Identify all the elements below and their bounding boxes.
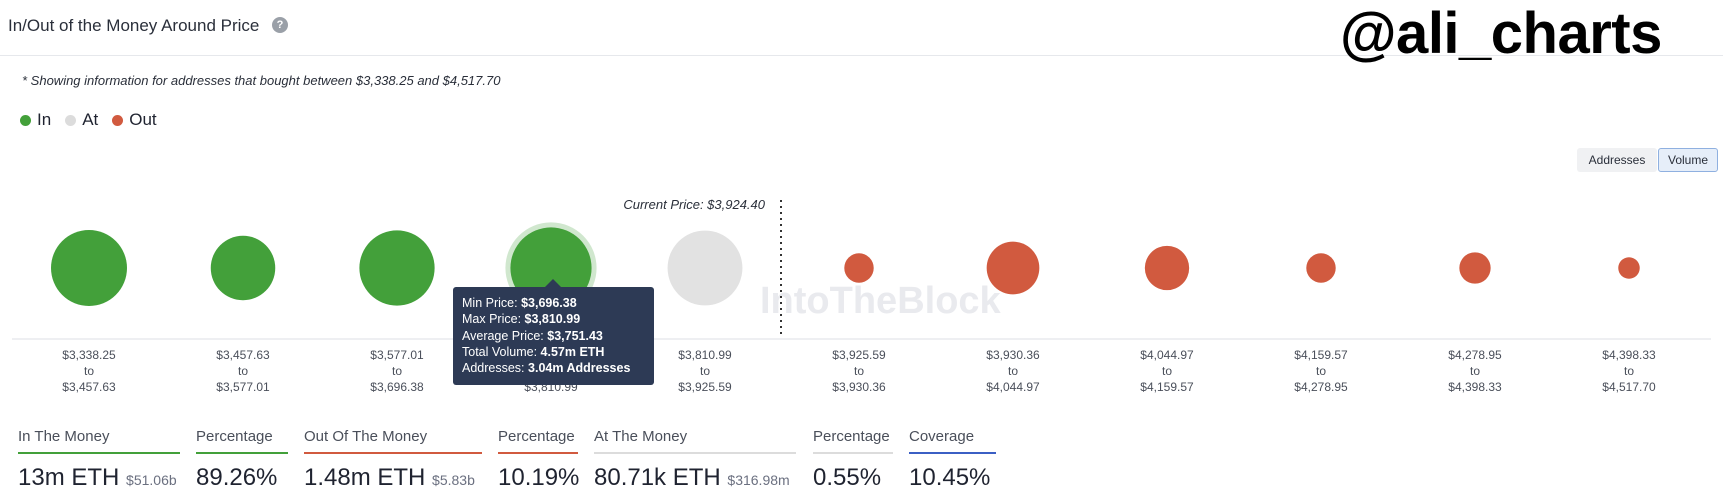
stat-underline <box>594 452 796 454</box>
stat-at-the-money: At The Money 80.71k ETH $316.98m <box>594 428 796 492</box>
bubble-out <box>844 253 874 283</box>
bubble-in <box>51 230 127 306</box>
bucket-range-separator: to <box>84 364 94 378</box>
bubble-out <box>1306 253 1336 283</box>
legend: In At Out <box>20 110 171 130</box>
bucket-range-from: $3,457.63 <box>216 348 270 362</box>
bubble-out <box>1144 245 1190 291</box>
bucket-range-to: $4,398.33 <box>1448 380 1502 394</box>
help-icon[interactable]: ? <box>272 17 288 33</box>
stat-underline <box>813 452 893 454</box>
bucket-range-separator: to <box>392 364 402 378</box>
bucket-range-to: $4,044.97 <box>986 380 1040 394</box>
stat-label: At The Money <box>594 428 688 445</box>
bubble-in <box>359 230 435 306</box>
stat-value: 13m ETH $51.06b <box>18 464 177 491</box>
bucket-tooltip: Min Price: $3,696.38 Max Price: $3,810.9… <box>453 279 654 385</box>
bucket-range-to: $3,577.01 <box>216 380 270 394</box>
stat-value: 10.45% <box>909 464 991 491</box>
stat-in-percentage: Percentage 89.26% <box>196 428 288 492</box>
bucket-range-to: $4,517.70 <box>1602 380 1656 394</box>
stats-summary: In The Money 13m ETH $51.06b Percentage … <box>0 428 1723 503</box>
stat-in-the-money: In The Money 13m ETH $51.06b <box>18 428 180 492</box>
legend-item-out[interactable]: Out <box>112 110 157 130</box>
bucket-range-from: $3,930.36 <box>986 348 1040 362</box>
bucket-range-to: $4,159.57 <box>1140 380 1194 394</box>
stat-out-of-the-money: Out Of The Money 1.48m ETH $5.83b <box>304 428 482 492</box>
bubble-in <box>210 235 276 301</box>
legend-label-in: In <box>37 110 52 129</box>
stat-label: Coverage <box>909 428 975 445</box>
addresses-toggle-button[interactable]: Addresses <box>1577 148 1657 172</box>
stat-coverage: Coverage 10.45% <box>909 428 996 492</box>
bucket-range-from: $4,278.95 <box>1448 348 1502 362</box>
bubble-chart: IntoTheBlock Current Price: $3,924.40 $3,3… <box>12 197 1711 394</box>
stat-underline <box>304 452 482 454</box>
bucket-range-to: $4,278.95 <box>1294 380 1348 394</box>
bubble-out <box>1459 252 1491 284</box>
bucket-range-to: $3,457.63 <box>62 380 116 394</box>
bucket-range-to: $3,696.38 <box>370 380 424 394</box>
stat-value: 1.48m ETH $5.83b <box>304 464 475 491</box>
tooltip-max-price: Max Price: $3,810.99 <box>462 312 581 327</box>
stat-value: 80.71k ETH $316.98m <box>594 464 790 491</box>
legend-label-at: At <box>82 110 99 129</box>
tooltip-avg-price: Average Price: $3,751.43 <box>462 328 603 343</box>
brand-watermark: IntoTheBlock <box>760 280 1002 322</box>
legend-label-out: Out <box>129 110 157 129</box>
legend-item-in[interactable]: In <box>20 110 51 130</box>
bucket-range-from: $3,925.59 <box>832 348 886 362</box>
bucket-range-separator: to <box>1470 364 1480 378</box>
bucket-range-separator: to <box>700 364 710 378</box>
stat-label: Percentage <box>498 428 575 445</box>
bucket-range-from: $4,398.33 <box>1602 348 1656 362</box>
legend-item-at[interactable]: At <box>65 110 98 130</box>
stat-out-percentage: Percentage 10.19% <box>498 428 580 492</box>
bubble-out <box>986 241 1040 295</box>
tooltip-addresses: Addresses: 3.04m Addresses <box>462 361 631 376</box>
header-bar: In/Out of the Money Around Price ? <box>0 0 1723 56</box>
stat-label: Percentage <box>196 428 273 445</box>
bucket-range-separator: to <box>238 364 248 378</box>
bucket-range-separator: to <box>1008 364 1018 378</box>
bucket-range-from: $3,810.99 <box>678 348 732 362</box>
stat-label: Percentage <box>813 428 890 445</box>
stat-underline <box>196 452 288 454</box>
volume-toggle-button[interactable]: Volume <box>1658 148 1718 172</box>
bucket-range-from: $3,577.01 <box>370 348 424 362</box>
bucket-range-from: $3,338.25 <box>62 348 116 362</box>
info-note: * Showing information for addresses that… <box>22 73 501 88</box>
bucket-range-from: $4,044.97 <box>1140 348 1194 362</box>
watermark: @ali_charts <box>1340 1 1662 66</box>
stat-underline <box>909 452 996 454</box>
bucket-range-separator: to <box>1162 364 1172 378</box>
stat-value: 10.19% <box>498 464 580 491</box>
stat-underline <box>498 452 578 454</box>
stat-label: In The Money <box>18 428 110 445</box>
legend-dot-in <box>20 114 31 126</box>
bubble-out <box>1618 257 1640 279</box>
stat-underline <box>18 452 180 454</box>
bucket-range-to: $3,925.59 <box>678 380 732 394</box>
bucket-range-separator: to <box>1624 364 1634 378</box>
tooltip-min-price: Min Price: $3,696.38 <box>462 296 577 310</box>
current-price-label: Current Price: $3,924.40 <box>623 197 765 212</box>
bucket-range-from: $4,159.57 <box>1294 348 1348 362</box>
tooltip-volume: Total Volume: 4.57m ETH <box>462 344 605 359</box>
bucket-range-to: $3,930.36 <box>832 380 886 394</box>
bubble-at <box>667 230 743 306</box>
bucket-range-separator: to <box>854 364 864 378</box>
stat-at-percentage: Percentage 0.55% <box>813 428 893 492</box>
page-title: In/Out of the Money Around Price <box>8 16 260 35</box>
bucket-range-separator: to <box>1316 364 1326 378</box>
legend-dot-at <box>65 114 77 126</box>
stat-value: 89.26% <box>196 464 278 491</box>
stat-value: 0.55% <box>813 464 882 491</box>
legend-dot-out <box>112 114 124 126</box>
stat-label: Out Of The Money <box>304 428 428 445</box>
